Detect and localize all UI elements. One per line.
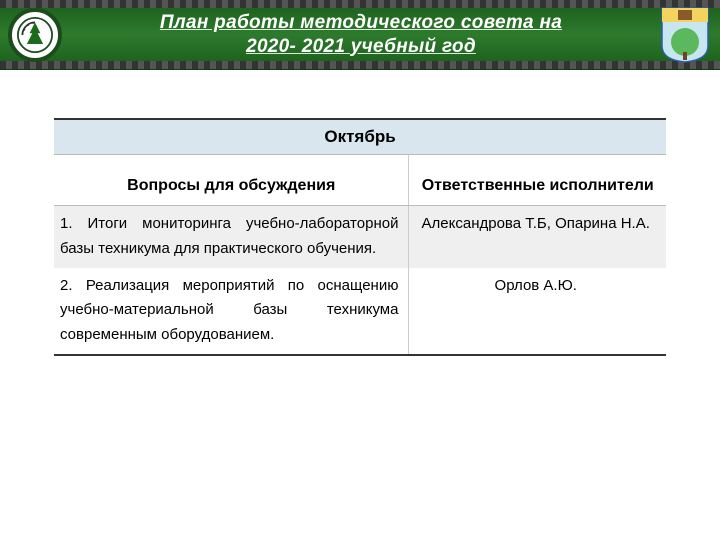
col-questions-header: Вопросы для обсуждения (54, 155, 409, 206)
content-area: Октябрь Вопросы для обсуждения Ответстве… (0, 70, 720, 356)
header-band: План работы методического совета на 2020… (0, 0, 720, 70)
question-cell: 2. Реализация мероприятий по оснащению у… (54, 268, 409, 355)
header-title: План работы методического совета на 2020… (62, 11, 660, 59)
responsible-cell: Орлов А.Ю. (409, 268, 666, 355)
plan-table: Октябрь Вопросы для обсуждения Ответстве… (54, 118, 666, 356)
col-responsible-header: Ответственные исполнители (409, 155, 666, 206)
org-logo-left (8, 8, 62, 62)
responsible-cell: Александрова Т.Б, Опарина Н.А. (409, 206, 666, 268)
table-row: 2. Реализация мероприятий по оснащению у… (54, 268, 666, 355)
header-row: Вопросы для обсуждения Ответственные исп… (54, 155, 666, 206)
title-line-2: 2020- 2021 учебный год (62, 35, 660, 59)
month-row: Октябрь (54, 119, 666, 155)
table-row: 1. Итоги мониторинга учебно-лабораторной… (54, 206, 666, 268)
question-cell: 1. Итоги мониторинга учебно-лабораторной… (54, 206, 409, 268)
coat-of-arms-right (660, 6, 710, 64)
title-line-1: План работы методического совета на (62, 11, 660, 35)
month-cell: Октябрь (54, 119, 666, 155)
